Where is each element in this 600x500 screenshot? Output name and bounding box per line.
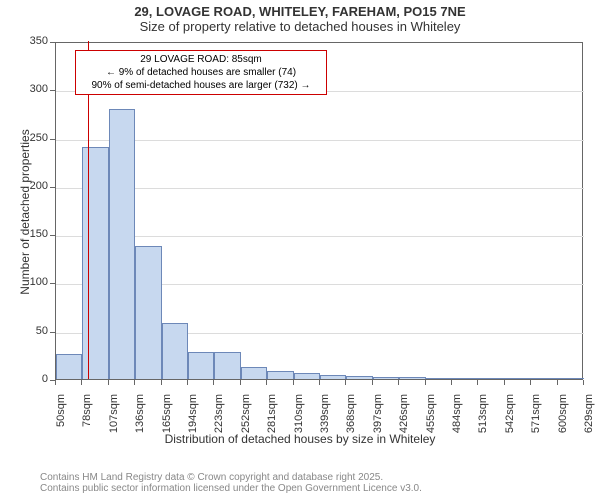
histogram-bar xyxy=(452,378,478,379)
xtick-label: 368sqm xyxy=(345,394,357,444)
xtick-mark xyxy=(372,380,373,385)
ytick-mark xyxy=(50,332,55,333)
histogram-bar xyxy=(346,376,372,379)
histogram-bar xyxy=(558,378,584,379)
xtick-mark xyxy=(398,380,399,385)
histogram-bar xyxy=(267,371,293,379)
ytick-label: 0 xyxy=(20,373,48,385)
xtick-label: 397sqm xyxy=(372,394,384,444)
histogram-bar xyxy=(426,378,452,379)
xtick-label: 484sqm xyxy=(451,394,463,444)
xtick-mark xyxy=(213,380,214,385)
histogram-bar xyxy=(109,109,135,379)
annotation-box: 29 LOVAGE ROAD: 85sqm ← 9% of detached h… xyxy=(75,50,327,95)
xtick-mark xyxy=(266,380,267,385)
histogram-bar xyxy=(241,367,267,379)
ytick-label: 150 xyxy=(20,228,48,240)
xtick-mark xyxy=(81,380,82,385)
footer-line-1: Contains HM Land Registry data © Crown c… xyxy=(40,472,422,483)
ytick-mark xyxy=(50,187,55,188)
xtick-mark xyxy=(319,380,320,385)
xtick-mark xyxy=(108,380,109,385)
ytick-mark xyxy=(50,42,55,43)
chart-subtitle: Size of property relative to detached ho… xyxy=(0,19,600,34)
gridline xyxy=(56,188,584,189)
xtick-mark xyxy=(557,380,558,385)
annotation-line-3: 90% of semi-detached houses are larger (… xyxy=(81,79,321,92)
chart-title: 29, LOVAGE ROAD, WHITELEY, FAREHAM, PO15… xyxy=(0,0,600,19)
xtick-label: 223sqm xyxy=(213,394,225,444)
histogram-bar xyxy=(82,147,108,379)
ytick-mark xyxy=(50,235,55,236)
xtick-mark xyxy=(293,380,294,385)
xtick-mark xyxy=(451,380,452,385)
xtick-mark xyxy=(583,380,584,385)
xtick-label: 571sqm xyxy=(530,394,542,444)
xtick-label: 629sqm xyxy=(583,394,595,444)
xtick-mark xyxy=(530,380,531,385)
histogram-bar xyxy=(56,354,82,379)
xtick-mark xyxy=(187,380,188,385)
xtick-mark xyxy=(345,380,346,385)
histogram-bar xyxy=(478,378,504,379)
footer-line-2: Contains public sector information licen… xyxy=(40,483,422,494)
ytick-mark xyxy=(50,283,55,284)
histogram-bar xyxy=(399,377,425,379)
histogram-bar xyxy=(531,378,557,379)
xtick-label: 50sqm xyxy=(55,394,67,444)
ytick-label: 50 xyxy=(20,325,48,337)
footer-text: Contains HM Land Registry data © Crown c… xyxy=(40,472,422,494)
xtick-mark xyxy=(161,380,162,385)
gridline xyxy=(56,236,584,237)
xtick-label: 513sqm xyxy=(477,394,489,444)
xtick-label: 252sqm xyxy=(240,394,252,444)
xtick-mark xyxy=(504,380,505,385)
xtick-label: 107sqm xyxy=(108,394,120,444)
xtick-label: 165sqm xyxy=(161,394,173,444)
ytick-mark xyxy=(50,139,55,140)
histogram-bar xyxy=(320,375,346,379)
xtick-label: 455sqm xyxy=(425,394,437,444)
xtick-label: 78sqm xyxy=(81,394,93,444)
xtick-label: 310sqm xyxy=(293,394,305,444)
ytick-label: 100 xyxy=(20,276,48,288)
xtick-mark xyxy=(55,380,56,385)
xtick-label: 281sqm xyxy=(266,394,278,444)
xtick-label: 136sqm xyxy=(134,394,146,444)
histogram-bar xyxy=(188,352,214,379)
xtick-mark xyxy=(240,380,241,385)
gridline xyxy=(56,140,584,141)
histogram-bar xyxy=(294,373,320,379)
xtick-label: 426sqm xyxy=(398,394,410,444)
xtick-mark xyxy=(134,380,135,385)
xtick-mark xyxy=(425,380,426,385)
ytick-mark xyxy=(50,90,55,91)
xtick-label: 542sqm xyxy=(504,394,516,444)
ytick-label: 200 xyxy=(20,180,48,192)
ytick-label: 350 xyxy=(20,35,48,47)
histogram-bar xyxy=(373,377,399,379)
xtick-label: 339sqm xyxy=(319,394,331,444)
histogram-bar xyxy=(214,352,240,379)
histogram-bar xyxy=(162,323,188,379)
chart-container: 29, LOVAGE ROAD, WHITELEY, FAREHAM, PO15… xyxy=(0,0,600,500)
ytick-label: 300 xyxy=(20,83,48,95)
histogram-bar xyxy=(505,378,531,379)
xtick-mark xyxy=(477,380,478,385)
histogram-bar xyxy=(135,246,161,379)
annotation-line-2: ← 9% of detached houses are smaller (74) xyxy=(81,66,321,79)
annotation-line-1: 29 LOVAGE ROAD: 85sqm xyxy=(81,53,321,66)
xtick-label: 600sqm xyxy=(557,394,569,444)
ytick-label: 250 xyxy=(20,132,48,144)
xtick-label: 194sqm xyxy=(187,394,199,444)
